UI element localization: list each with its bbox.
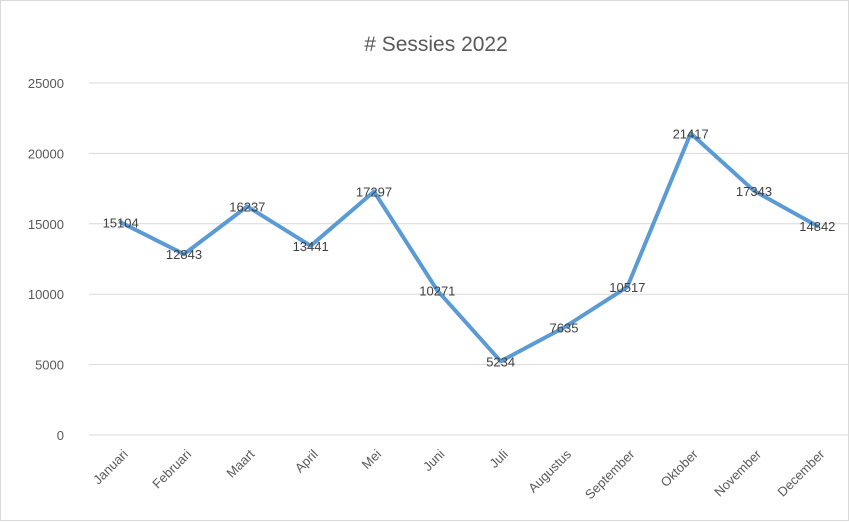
gridlines bbox=[89, 82, 849, 436]
data-label: 12843 bbox=[166, 247, 202, 262]
x-tick-label: November bbox=[711, 446, 764, 499]
y-tick-label: 25000 bbox=[28, 76, 64, 91]
x-tick-label: Maart bbox=[223, 446, 257, 480]
x-tick-label: Juni bbox=[420, 446, 448, 474]
x-tick-label: Juli bbox=[486, 446, 510, 470]
x-axis-ticks: Januari Februari Maart April Mei Juni Juli Augu… bbox=[90, 446, 828, 502]
data-label: 17343 bbox=[736, 184, 772, 199]
x-tick-label: Oktober bbox=[657, 446, 701, 490]
series-line bbox=[118, 131, 820, 364]
data-labels: 15104 12843 16237 13441 17297 10271 5234 7635 10… bbox=[103, 126, 836, 369]
y-tick-label: 0 bbox=[57, 428, 64, 443]
data-label: 17297 bbox=[356, 184, 392, 199]
data-label: 13441 bbox=[293, 239, 329, 254]
data-label: 10517 bbox=[609, 280, 645, 295]
x-tick-label: Januari bbox=[90, 446, 131, 487]
x-tick-label: September bbox=[582, 446, 638, 502]
data-label: 14842 bbox=[799, 219, 835, 234]
y-tick-label: 5000 bbox=[35, 358, 64, 373]
data-label: 15104 bbox=[103, 215, 139, 230]
data-label: 5234 bbox=[486, 354, 515, 369]
y-tick-label: 15000 bbox=[28, 217, 64, 232]
chart-title: # Sessies 2022 bbox=[364, 33, 508, 56]
y-tick-label: 10000 bbox=[28, 287, 64, 302]
x-tick-label: Februari bbox=[149, 446, 194, 491]
data-label: 16237 bbox=[229, 199, 265, 214]
x-tick-label: Augustus bbox=[525, 446, 574, 495]
data-label: 7635 bbox=[550, 320, 579, 335]
y-tick-label: 20000 bbox=[28, 146, 64, 161]
x-tick-label: December bbox=[774, 446, 827, 499]
y-axis-ticks: 0 5000 10000 15000 20000 25000 bbox=[28, 76, 64, 443]
x-tick-label: Mei bbox=[359, 446, 384, 471]
data-label: 10271 bbox=[419, 283, 455, 298]
data-label: 21417 bbox=[673, 126, 709, 141]
x-tick-label: April bbox=[292, 446, 321, 475]
